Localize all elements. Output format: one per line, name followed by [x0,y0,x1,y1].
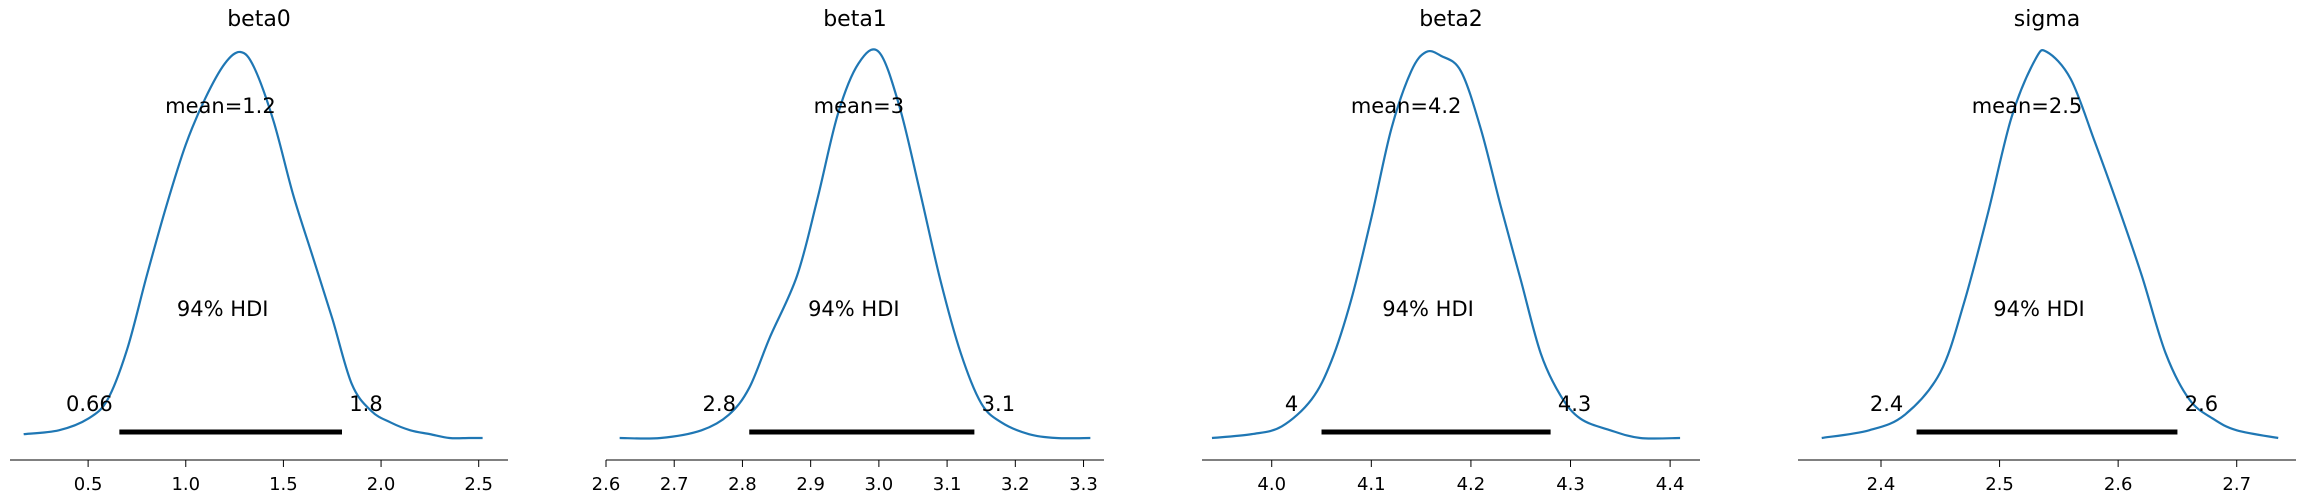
posterior-panel-sigma: sigma mean=2.5 94% HDI 2.4 2.6 2.4 2.5 2.6 2.7 [1798,7,2296,495]
panel-title: beta1 [823,7,887,32]
x-tick-label: 1.0 [171,474,200,495]
x-tick-label: 2.6 [592,474,621,495]
posterior-panel-beta0: beta0 mean=1.2 94% HDI 0.66 1.8 0.5 1.0 1.5 2.0 2… [10,7,508,495]
x-tick-label: 4.2 [1457,474,1486,495]
hdi-label: 94% HDI [808,297,900,321]
posterior-panel-beta1: beta1 mean=3 94% HDI 2.8 3.1 2.6 2.7 2.8 2.9 3.0 3… [592,7,1104,495]
hdi-low-label: 2.4 [1870,392,1903,416]
kde-curve [1211,49,1681,440]
x-tick-label: 2.7 [2222,474,2251,495]
posterior-panel-beta2: beta2 mean=4.2 94% HDI 4 4.3 4.0 4.1 4.2 4.3 4.4 [1202,7,1700,495]
x-tick-label: 4.3 [1556,474,1585,495]
hdi-high-label: 1.8 [349,392,382,416]
x-tick-label: 2.8 [728,474,757,495]
panel-title: beta2 [1419,7,1483,32]
x-tick-label: 3.2 [1001,474,1030,495]
hdi-high-label: 4.3 [1558,392,1591,416]
panel-title: beta0 [227,7,291,32]
x-tick-label: 3.3 [1069,474,1098,495]
kde-curve [1821,49,2279,440]
x-tick-label: 0.5 [74,474,103,495]
x-tick-label: 2.5 [1985,474,2014,495]
kde-curve [619,48,1091,440]
mean-label: mean=1.2 [165,94,276,118]
x-tick-label: 3.0 [865,474,894,495]
x-tick-label: 2.5 [464,474,493,495]
x-tick-label: 2.4 [1867,474,1896,495]
x-tick-label: 2.7 [660,474,689,495]
x-tick-label: 1.5 [269,474,298,495]
mean-label: mean=2.5 [1972,94,2083,118]
kde-curve [23,50,483,440]
mean-label: mean=4.2 [1351,94,1462,118]
x-tick-label: 4.1 [1357,474,1386,495]
panel-title: sigma [2014,7,2080,32]
hdi-label: 94% HDI [1382,297,1474,321]
hdi-high-label: 2.6 [2185,392,2218,416]
x-tick-label: 2.0 [367,474,396,495]
x-tick-label: 3.1 [933,474,962,495]
hdi-label: 94% HDI [1993,297,2085,321]
hdi-label: 94% HDI [177,297,269,321]
hdi-high-label: 3.1 [982,392,1015,416]
x-tick-label: 4.4 [1656,474,1685,495]
x-tick-label: 2.9 [796,474,825,495]
hdi-low-label: 4 [1285,392,1298,416]
x-tick-label: 4.0 [1257,474,1286,495]
x-tick-label: 2.6 [2104,474,2133,495]
mean-label: mean=3 [814,94,905,118]
hdi-low-label: 2.8 [703,392,736,416]
hdi-low-label: 0.66 [66,392,113,416]
